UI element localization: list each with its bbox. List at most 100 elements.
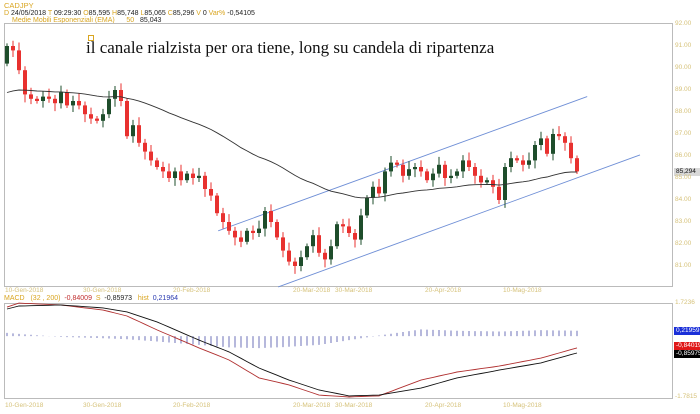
- candle-down: [179, 171, 183, 181]
- candle-down: [239, 237, 243, 242]
- price-tick-label: 91.00: [675, 42, 692, 49]
- signal-line: [6, 304, 578, 397]
- candle-down: [353, 233, 357, 240]
- close-key: C: [167, 10, 173, 17]
- macd-date-tick-label: 10-Mag-2018: [503, 402, 542, 409]
- candle-down: [167, 171, 171, 178]
- candle-down: [251, 230, 255, 233]
- candle-down: [191, 173, 195, 178]
- candle-up: [311, 235, 315, 247]
- open-value: 85,595: [88, 10, 111, 17]
- candle-down: [143, 142, 147, 152]
- symbol-title: CADJPY: [4, 1, 34, 10]
- macd-date-tick-label: 20-Apr-2018: [425, 402, 462, 409]
- candle-down: [575, 158, 579, 172]
- macd-date-tick-label: 10-Gen-2018: [5, 402, 44, 409]
- price-tick-label: 84.00: [675, 196, 692, 203]
- candle-down: [323, 252, 327, 260]
- macd-chart-frame[interactable]: [4, 303, 673, 399]
- macd-params: (32 , 200): [30, 295, 61, 302]
- price-tick-label: 87.00: [675, 130, 692, 137]
- candle-down: [149, 151, 153, 161]
- price-tick-label: 82.00: [675, 240, 692, 247]
- candle-up: [503, 167, 507, 200]
- candle-down: [161, 167, 165, 172]
- candle-up: [365, 197, 369, 216]
- candle-up: [101, 114, 105, 121]
- candle-down: [89, 114, 93, 119]
- candle-down: [125, 101, 129, 137]
- macd-name: MACD: [4, 295, 25, 302]
- candle-down: [29, 94, 33, 99]
- candle-up: [389, 162, 393, 172]
- candle-down: [479, 175, 483, 183]
- price-chart-frame[interactable]: [4, 23, 673, 287]
- candle-down: [557, 134, 561, 137]
- ema-period: 50: [126, 17, 135, 24]
- candle-down: [65, 92, 69, 106]
- candle-up: [59, 92, 63, 104]
- time-key: T: [47, 10, 53, 17]
- candle-down: [287, 250, 291, 262]
- candle-down: [473, 167, 477, 176]
- candle-up: [461, 160, 465, 172]
- candle-up: [533, 145, 537, 161]
- candle-down: [521, 160, 525, 165]
- date-tick-label: 20-Mar-2018: [293, 287, 331, 294]
- annotation-anchor-icon[interactable]: [88, 35, 94, 41]
- date-tick-label: 20-Apr-2018: [425, 287, 462, 294]
- candle-down: [227, 222, 231, 231]
- low-value: 85,065: [144, 10, 166, 17]
- candle-down: [137, 125, 141, 143]
- candle-down: [233, 230, 237, 238]
- candle-up: [431, 173, 435, 181]
- date-tick-label: 30-Mar-2018: [335, 287, 373, 294]
- time-value: 09:29:30: [54, 10, 82, 17]
- open-key: O: [83, 10, 89, 17]
- low-key: L: [140, 10, 145, 17]
- ema-line: [6, 89, 577, 199]
- candle-up: [527, 160, 531, 165]
- signal-value: -0,85973: [104, 295, 133, 302]
- candle-down: [77, 101, 81, 106]
- candle-up: [185, 173, 189, 181]
- candle-down: [377, 186, 381, 194]
- candle-down: [419, 167, 423, 172]
- date-tick-label: 10-Gen-2018: [5, 287, 44, 294]
- candle-up: [245, 230, 249, 242]
- price-tick-label: 86.00: [675, 152, 692, 159]
- ohlc-readout: D 24/05/2018 T 09:29:30 O85,595 H85,748 …: [4, 10, 255, 17]
- candle-up: [551, 134, 555, 154]
- candle-up: [449, 175, 453, 178]
- candle-down: [425, 171, 429, 181]
- candle-up: [485, 180, 489, 183]
- ema-legend: Medie Mobili Esponenziali (EMA) 50 85,04…: [12, 17, 161, 24]
- signal-key: S: [95, 295, 101, 302]
- ema-value: 85,043: [140, 17, 162, 24]
- candle-down: [341, 224, 345, 227]
- high-value: 85,748: [117, 10, 139, 17]
- channel-line: [278, 154, 641, 288]
- candle-down: [347, 226, 351, 233]
- price-tick-label: 85.00: [675, 174, 692, 181]
- macd-tick-label: 1.7236: [675, 299, 695, 306]
- candle-up: [131, 125, 135, 137]
- candle-up: [413, 167, 417, 170]
- candle-down: [569, 142, 573, 159]
- candle-down: [215, 195, 219, 214]
- candle-down: [275, 222, 279, 238]
- candle-down: [155, 160, 159, 167]
- macd-date-tick-label: 30-Gen-2018: [83, 402, 122, 409]
- candle-up: [359, 215, 363, 240]
- candle-down: [221, 213, 225, 222]
- annotation-text[interactable]: il canale rialzista per ora tiene, long …: [86, 38, 495, 57]
- candle-up: [383, 171, 387, 194]
- price-tick-label: 92.00: [675, 20, 692, 27]
- candle-down: [203, 175, 207, 189]
- macd-date-tick-label: 20-Mar-2018: [293, 402, 331, 409]
- candle-down: [17, 50, 21, 71]
- candle-down: [395, 162, 399, 165]
- candle-up: [455, 171, 459, 176]
- candle-down: [491, 180, 495, 187]
- candle-up: [305, 246, 309, 258]
